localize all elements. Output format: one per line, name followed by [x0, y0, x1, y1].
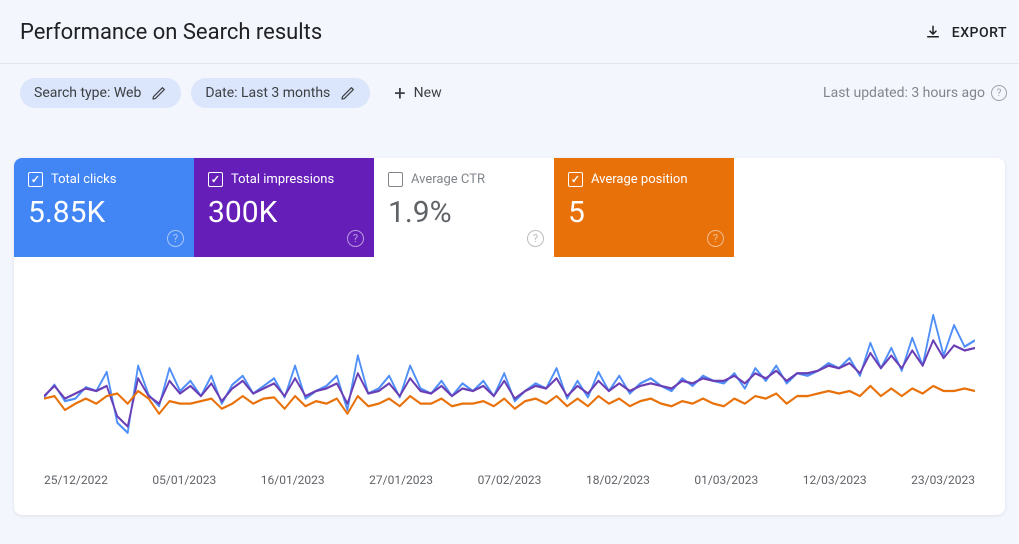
metric-ctr[interactable]: Average CTR 1.9%?	[374, 158, 554, 257]
metric-impressions[interactable]: Total impressions 300K?	[194, 158, 374, 257]
search-type-chip[interactable]: Search type: Web	[20, 78, 181, 108]
performance-card: Total clicks 5.85K? Total impressions 300K?…	[14, 158, 1005, 515]
metric-checkbox	[208, 172, 223, 187]
chart-line-clicks	[44, 315, 975, 433]
x-axis-label: 05/01/2023	[152, 473, 216, 487]
x-axis-label: 12/03/2023	[803, 473, 867, 487]
date-chip-label: Date: Last 3 months	[205, 85, 330, 101]
pencil-icon	[340, 85, 356, 101]
plus-icon: +	[394, 83, 405, 103]
metric-label: Total clicks	[51, 172, 116, 187]
metric-checkbox	[28, 172, 43, 187]
performance-chart	[44, 277, 975, 467]
metric-value: 5.85K	[28, 195, 180, 230]
date-chip[interactable]: Date: Last 3 months	[191, 78, 370, 108]
metric-value: 1.9%	[388, 195, 540, 230]
metric-value: 5	[568, 195, 720, 230]
metric-checkbox	[388, 172, 403, 187]
metric-clicks[interactable]: Total clicks 5.85K?	[14, 158, 194, 257]
add-filter-button[interactable]: + New	[394, 83, 441, 103]
metric-position[interactable]: Average position 5?	[554, 158, 734, 257]
metric-value: 300K	[208, 195, 360, 230]
page-title: Performance on Search results	[20, 20, 322, 45]
search-type-chip-label: Search type: Web	[34, 85, 141, 101]
export-button[interactable]: EXPORT	[924, 24, 1007, 42]
x-axis-label: 07/02/2023	[478, 473, 542, 487]
metric-label: Average CTR	[411, 172, 485, 187]
help-icon[interactable]: ?	[991, 85, 1007, 101]
help-icon[interactable]: ?	[527, 230, 544, 247]
help-icon[interactable]: ?	[347, 230, 364, 247]
metric-label: Average position	[591, 172, 688, 187]
x-axis-label: 18/02/2023	[586, 473, 650, 487]
download-icon	[924, 24, 942, 42]
chart-line-impressions	[44, 340, 975, 426]
export-label: EXPORT	[952, 25, 1007, 41]
help-icon[interactable]: ?	[707, 230, 724, 247]
x-axis-label: 25/12/2022	[44, 473, 108, 487]
help-icon[interactable]: ?	[167, 230, 184, 247]
x-axis-label: 01/03/2023	[694, 473, 758, 487]
metric-label: Total impressions	[231, 172, 334, 187]
pencil-icon	[151, 85, 167, 101]
add-filter-label: New	[414, 85, 442, 101]
metric-checkbox	[568, 172, 583, 187]
x-axis-label: 23/03/2023	[911, 473, 975, 487]
x-axis-label: 27/01/2023	[369, 473, 433, 487]
x-axis-label: 16/01/2023	[261, 473, 325, 487]
last-updated-text: Last updated: 3 hours ago	[823, 85, 985, 101]
